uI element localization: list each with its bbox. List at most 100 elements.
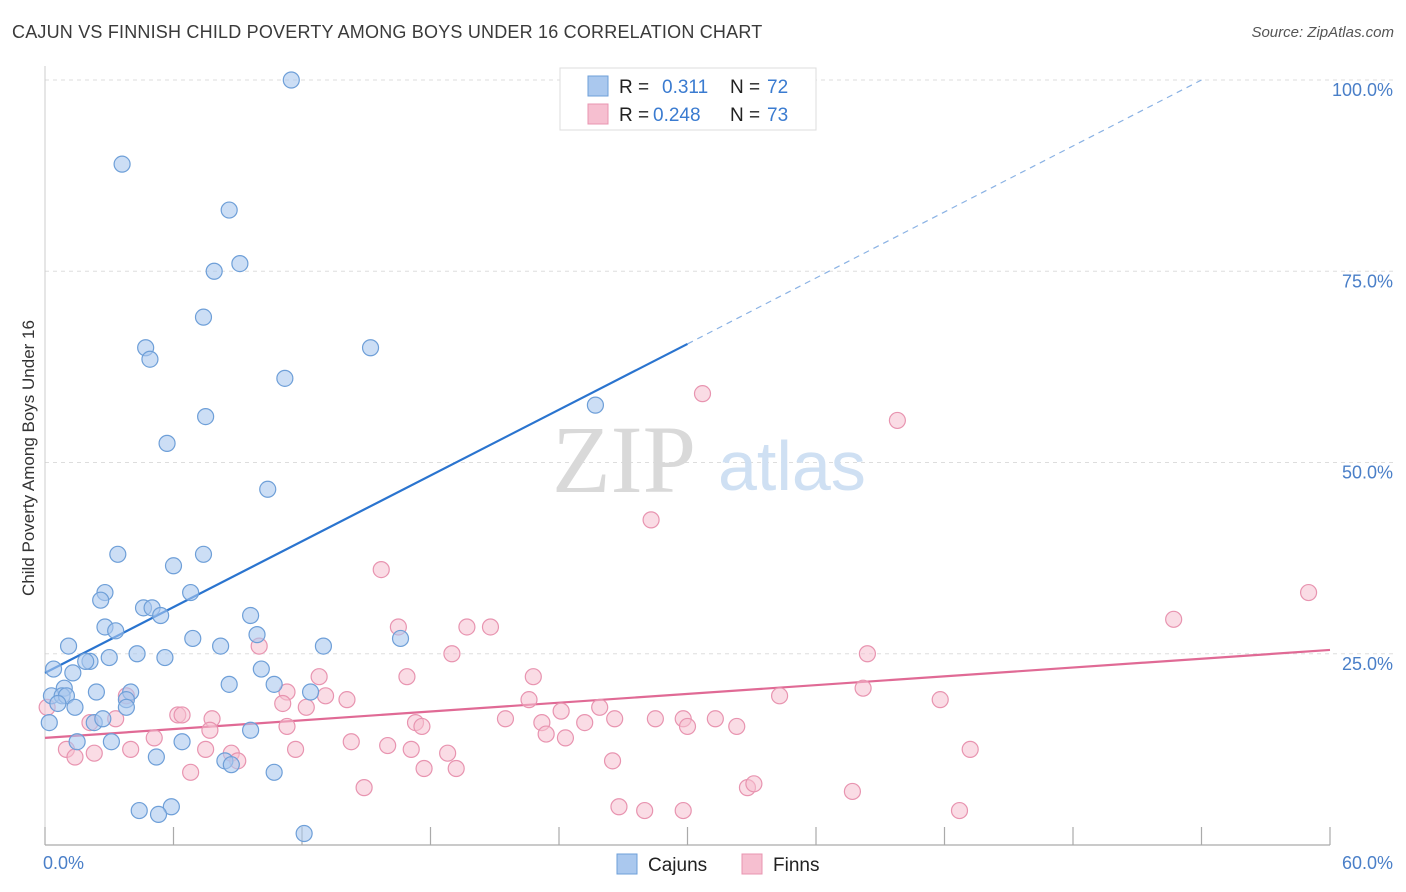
finns-point [481, 618, 500, 636]
cajuns-point [265, 763, 283, 781]
finns-point [606, 710, 624, 728]
bottom-legend-swatch-cajuns [616, 853, 638, 875]
cajuns-point [164, 557, 183, 575]
cajuns-point [147, 748, 165, 766]
cajuns-point [40, 713, 58, 732]
cajuns-point [128, 645, 146, 663]
cajuns-point [68, 733, 86, 751]
cajuns-point [314, 637, 333, 655]
finns-point [745, 775, 763, 793]
finns-point [355, 779, 373, 797]
cajuns-point [156, 648, 174, 667]
bottom-legend-finns: Finns [773, 855, 819, 876]
finns-points [38, 385, 1318, 820]
finns-point [591, 698, 609, 716]
cajuns-point [231, 255, 249, 273]
cajuns-point [49, 694, 67, 713]
cajuns-point [220, 675, 238, 693]
cajuns-point [102, 733, 120, 751]
cajuns-point [59, 637, 78, 655]
finns-point [603, 752, 622, 770]
finns-point [1165, 610, 1183, 628]
finns-point [888, 411, 906, 430]
legend-n-value-cajuns: 72 [767, 77, 788, 98]
cajuns-point [242, 606, 260, 625]
finns-point [297, 698, 315, 716]
finns-point [342, 733, 360, 751]
finns-point [770, 687, 789, 705]
finns-point [674, 801, 692, 820]
legend-r-value-finns: 0.248 [653, 105, 701, 126]
finns-point [636, 801, 654, 820]
cajuns-point [222, 756, 240, 774]
cajuns-point [113, 155, 131, 173]
y-axis-label: Child Poverty Among Boys Under 16 [19, 320, 38, 596]
finns-point [1299, 583, 1318, 602]
finns-point [693, 385, 712, 403]
finns-point [415, 759, 433, 778]
finns-point [537, 725, 555, 743]
x-tick-label: 0.0% [43, 853, 84, 873]
finns-point [706, 710, 724, 728]
cajuns-point [259, 480, 277, 498]
finns-point [496, 710, 515, 728]
finns-point [646, 710, 664, 728]
finns-point [642, 511, 660, 529]
legend-n-label-finns: N = [730, 105, 760, 126]
watermark: ZIP atlas [552, 406, 866, 513]
cajuns-point [276, 369, 294, 387]
finns-point [402, 740, 420, 758]
cajuns-point [242, 721, 260, 739]
chart-title: CAJUN VS FINNISH CHILD POVERTY AMONG BOY… [12, 22, 763, 42]
finns-point [286, 740, 305, 758]
cajuns-point [197, 408, 215, 426]
cajuns-point [141, 350, 159, 368]
cajuns-point [92, 591, 110, 609]
finns-point [858, 645, 877, 663]
finns-trend-line [44, 648, 1331, 739]
legend-n-value-finns: 73 [767, 105, 788, 126]
legend-swatch-cajuns [587, 75, 609, 97]
cajuns-point [162, 798, 180, 816]
finns-point [278, 717, 296, 736]
finns-point [447, 759, 465, 778]
y-tick-label: 25.0% [1342, 654, 1393, 674]
cajuns-point [282, 71, 300, 89]
finns-point [576, 713, 594, 732]
finns-point [413, 717, 431, 736]
finns-point [524, 668, 542, 686]
cajuns-point [117, 698, 135, 716]
cajuns-point [173, 733, 191, 751]
y-tick-label: 100.0% [1332, 80, 1393, 100]
finns-point [310, 668, 328, 686]
legend-n-label-cajuns: N = [730, 77, 760, 98]
cajuns-point [220, 201, 238, 219]
finns-point [854, 679, 872, 697]
finns-point [552, 702, 570, 720]
cajuns-point [87, 683, 106, 701]
finns-point [66, 748, 84, 766]
cajuns-point [205, 262, 223, 280]
watermark-atlas: atlas [718, 427, 866, 505]
finns-point [197, 740, 215, 758]
finns-point [961, 740, 979, 758]
finns-point [728, 717, 746, 736]
source-credit: Source: ZipAtlas.com [1251, 24, 1394, 41]
cajuns-trend-line [44, 342, 689, 674]
y-tick-label: 75.0% [1342, 271, 1393, 291]
finns-point [274, 694, 292, 713]
cajuns-point [194, 545, 213, 563]
legend-r-value-cajuns: 0.311 [662, 77, 708, 98]
finns-point [379, 736, 397, 755]
finns-point [443, 645, 461, 663]
finns-point [843, 782, 862, 801]
finns-point [398, 668, 416, 686]
watermark-zip: ZIP [552, 406, 696, 513]
cajuns-point [77, 652, 95, 671]
y-tick-label: 50.0% [1342, 463, 1393, 483]
finns-point [85, 744, 103, 762]
cajuns-point [212, 637, 230, 655]
cajuns-point [107, 622, 125, 640]
finns-point [610, 798, 628, 816]
cajuns-point [184, 629, 202, 648]
